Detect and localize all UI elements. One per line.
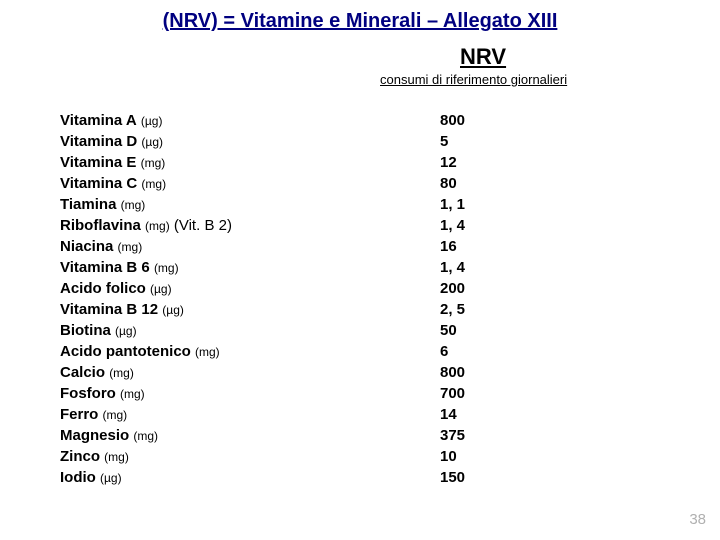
nutrient-value: 800 [440, 110, 520, 131]
nutrient-extra: (Vit. B 2) [174, 217, 232, 234]
table-row: Vitamina A (µg)800 [60, 110, 660, 131]
nutrient-value: 12 [440, 152, 520, 173]
nutrient-value: 80 [440, 173, 520, 194]
table-row: Acido pantotenico (mg)6 [60, 341, 660, 362]
nutrient-value: 200 [440, 278, 520, 299]
nutrient-name: Tiamina (mg) [60, 194, 440, 215]
table-row: Vitamina E (mg)12 [60, 152, 660, 173]
nutrient-unit: (mg) [145, 219, 170, 233]
nutrient-label: Vitamina A [60, 112, 137, 129]
nutrient-name: Acido folico (µg) [60, 278, 440, 299]
nutrient-value: 16 [440, 236, 520, 257]
nutrient-label: Calcio [60, 364, 105, 381]
table-row: Vitamina C (mg)80 [60, 173, 660, 194]
nutrient-unit: (mg) [109, 366, 134, 380]
nutrient-value: 6 [440, 341, 520, 362]
nutrient-unit: (mg) [154, 261, 179, 275]
nutrient-label: Acido folico [60, 280, 146, 297]
table-row: Iodio (µg)150 [60, 467, 660, 488]
nutrient-unit: (mg) [121, 198, 146, 212]
nutrient-value: 2, 5 [440, 299, 520, 320]
table-row: Biotina (µg)50 [60, 320, 660, 341]
table-row: Magnesio (mg)375 [60, 425, 660, 446]
nutrient-name: Niacina (mg) [60, 236, 440, 257]
nutrient-value: 800 [440, 362, 520, 383]
nutrient-unit: (µg) [141, 114, 163, 128]
nutrient-label: Zinco [60, 448, 100, 465]
nutrient-unit: (µg) [150, 282, 172, 296]
table-row: Acido folico (µg)200 [60, 278, 660, 299]
nutrient-name: Iodio (µg) [60, 467, 440, 488]
table-row: Riboflavina (mg) (Vit. B 2)1, 4 [60, 215, 660, 236]
nutrient-value: 1, 4 [440, 257, 520, 278]
nutrient-name: Vitamina C (mg) [60, 173, 440, 194]
nutrient-name: Riboflavina (mg) (Vit. B 2) [60, 215, 440, 236]
nrv-header: NRV [460, 44, 506, 70]
table-row: Niacina (mg)16 [60, 236, 660, 257]
nutrient-name: Vitamina A (µg) [60, 110, 440, 131]
table-row: Fosforo (mg)700 [60, 383, 660, 404]
table-row: Tiamina (mg)1, 1 [60, 194, 660, 215]
nutrient-label: Ferro [60, 406, 98, 423]
page-title: (NRV) = Vitamine e Minerali – Allegato X… [0, 0, 720, 33]
nutrient-unit: (mg) [118, 240, 143, 254]
nutrient-value: 50 [440, 320, 520, 341]
table-row: Calcio (mg)800 [60, 362, 660, 383]
nutrient-label: Vitamina B 6 [60, 259, 150, 276]
nutrient-unit: (mg) [141, 177, 166, 191]
nutrient-value: 1, 1 [440, 194, 520, 215]
table-row: Vitamina D (µg)5 [60, 131, 660, 152]
nutrient-name: Vitamina B 6 (mg) [60, 257, 440, 278]
nutrient-unit: (mg) [103, 408, 128, 422]
table-row: Vitamina B 12 (µg)2, 5 [60, 299, 660, 320]
nutrient-unit: (µg) [115, 324, 137, 338]
nutrient-name: Vitamina D (µg) [60, 131, 440, 152]
nutrient-name: Magnesio (mg) [60, 425, 440, 446]
nutrient-label: Biotina [60, 322, 111, 339]
nutrient-label: Vitamina E [60, 154, 136, 171]
nutrient-unit: (µg) [141, 135, 163, 149]
nutrient-name: Acido pantotenico (mg) [60, 341, 440, 362]
nutrient-value: 14 [440, 404, 520, 425]
nutrient-label: Vitamina D [60, 133, 137, 150]
nutrient-label: Riboflavina [60, 217, 141, 234]
nutrient-unit: (mg) [120, 387, 145, 401]
nutrient-unit: (µg) [100, 471, 122, 485]
nutrient-label: Tiamina [60, 196, 116, 213]
nutrient-name: Zinco (mg) [60, 446, 440, 467]
nutrient-unit: (mg) [195, 345, 220, 359]
nutrient-label: Vitamina C [60, 175, 137, 192]
nutrient-name: Calcio (mg) [60, 362, 440, 383]
nutrient-label: Niacina [60, 238, 113, 255]
nutrient-value: 1, 4 [440, 215, 520, 236]
nutrient-value: 150 [440, 467, 520, 488]
nutrient-label: Acido pantotenico [60, 343, 191, 360]
table-row: Vitamina B 6 (mg)1, 4 [60, 257, 660, 278]
nutrient-value: 700 [440, 383, 520, 404]
nutrient-name: Ferro (mg) [60, 404, 440, 425]
table-row: Ferro (mg)14 [60, 404, 660, 425]
table-row: Zinco (mg)10 [60, 446, 660, 467]
nutrient-value: 375 [440, 425, 520, 446]
nutrient-unit: (mg) [104, 450, 129, 464]
nutrient-name: Vitamina E (mg) [60, 152, 440, 173]
nutrient-value: 5 [440, 131, 520, 152]
page-number: 38 [689, 511, 706, 528]
nutrient-name: Biotina (µg) [60, 320, 440, 341]
nutrient-name: Vitamina B 12 (µg) [60, 299, 440, 320]
nutrient-name: Fosforo (mg) [60, 383, 440, 404]
nutrient-label: Magnesio [60, 427, 129, 444]
nrv-subheader: consumi di riferimento giornalieri [380, 72, 567, 87]
nutrient-label: Fosforo [60, 385, 116, 402]
nutrient-value: 10 [440, 446, 520, 467]
nutrient-unit: (mg) [133, 429, 158, 443]
nutrient-unit: (µg) [162, 303, 184, 317]
nutrient-unit: (mg) [141, 156, 166, 170]
nutrient-table: Vitamina A (µg)800Vitamina D (µg)5Vitami… [60, 110, 660, 488]
nutrient-label: Vitamina B 12 [60, 301, 158, 318]
nutrient-label: Iodio [60, 469, 96, 486]
